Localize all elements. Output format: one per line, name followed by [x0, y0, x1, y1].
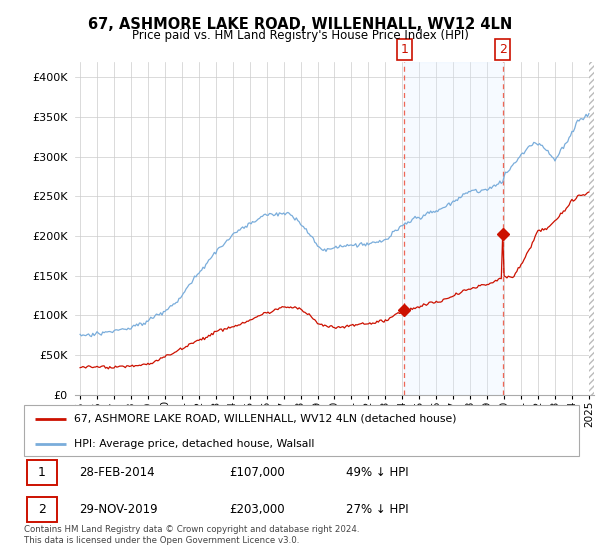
Text: 1: 1 [400, 43, 409, 56]
Text: Price paid vs. HM Land Registry's House Price Index (HPI): Price paid vs. HM Land Registry's House … [131, 29, 469, 42]
FancyBboxPatch shape [27, 497, 58, 521]
Text: 67, ASHMORE LAKE ROAD, WILLENHALL, WV12 4LN (detached house): 67, ASHMORE LAKE ROAD, WILLENHALL, WV12 … [74, 414, 457, 424]
Text: £203,000: £203,000 [229, 502, 285, 516]
Text: 49% ↓ HPI: 49% ↓ HPI [346, 465, 409, 479]
Text: 67, ASHMORE LAKE ROAD, WILLENHALL, WV12 4LN: 67, ASHMORE LAKE ROAD, WILLENHALL, WV12 … [88, 17, 512, 32]
Text: 1: 1 [38, 465, 46, 479]
Text: HPI: Average price, detached house, Walsall: HPI: Average price, detached house, Wals… [74, 438, 314, 449]
Text: 28-FEB-2014: 28-FEB-2014 [79, 465, 155, 479]
Text: 2: 2 [499, 43, 506, 56]
FancyBboxPatch shape [27, 460, 58, 484]
Bar [589, 62, 600, 395]
Text: Contains HM Land Registry data © Crown copyright and database right 2024.
This d: Contains HM Land Registry data © Crown c… [24, 525, 359, 545]
Bar [404, 62, 503, 395]
Text: £107,000: £107,000 [229, 465, 285, 479]
Text: 27% ↓ HPI: 27% ↓ HPI [346, 502, 409, 516]
FancyBboxPatch shape [24, 405, 579, 456]
Text: 2: 2 [38, 502, 46, 516]
Text: 29-NOV-2019: 29-NOV-2019 [79, 502, 158, 516]
